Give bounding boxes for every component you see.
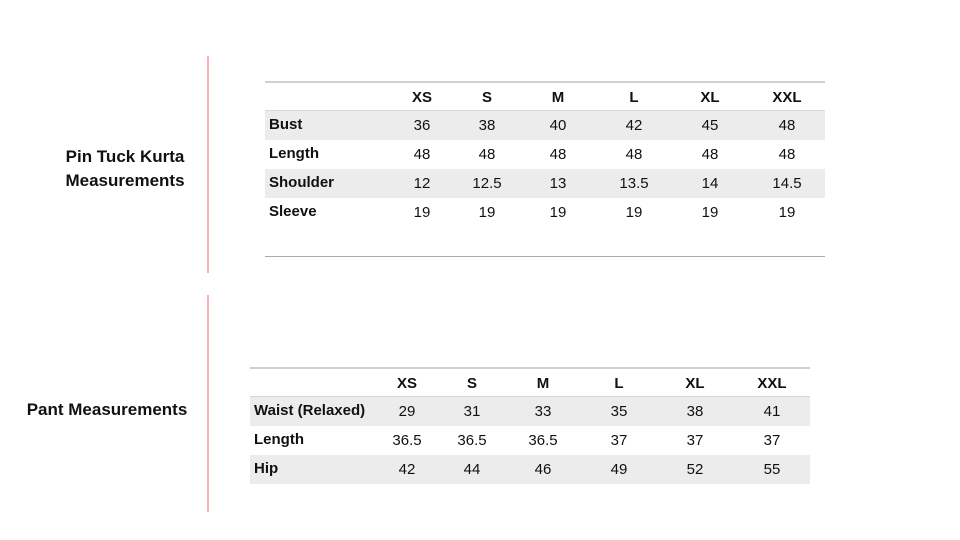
section-divider-top xyxy=(207,56,209,273)
table-cell: 48 xyxy=(549,146,567,163)
kurta-section-title: Pin Tuck Kurta Measurements xyxy=(40,145,210,193)
table-cell: 36.5 xyxy=(457,432,487,449)
table-cell: 36.5 xyxy=(392,432,422,449)
size-header-xl: XL xyxy=(685,375,705,392)
table-cell: 49 xyxy=(610,461,628,478)
table-cell: 33 xyxy=(534,403,552,420)
row-label: Sleeve xyxy=(269,203,317,220)
table-cell: 19 xyxy=(625,204,643,221)
table-cell: 48 xyxy=(413,146,431,163)
table-cell: 36.5 xyxy=(528,432,558,449)
table-cell: 37 xyxy=(763,432,781,449)
table-cell: 48 xyxy=(778,117,796,134)
kurta-title-line1: Pin Tuck Kurta xyxy=(65,147,185,166)
table-row: Sleeve 19 19 19 19 19 19 xyxy=(265,198,825,227)
row-label: Bust xyxy=(269,116,303,133)
section-divider-bottom xyxy=(207,295,209,512)
size-header-m: M xyxy=(536,375,550,392)
pant-section-title: Pant Measurements xyxy=(26,400,188,419)
size-header-xxl: XXL xyxy=(772,89,802,106)
table-cell: 40 xyxy=(549,117,567,134)
table-cell: 38 xyxy=(478,117,496,134)
table-cell: 29 xyxy=(398,403,416,420)
table-bottom-rule xyxy=(265,256,825,257)
table-cell: 19 xyxy=(701,204,719,221)
size-header-xs: XS xyxy=(411,89,433,106)
table-cell: 13 xyxy=(549,175,567,192)
size-header-l: L xyxy=(629,89,639,106)
row-label: Shoulder xyxy=(269,174,335,191)
table-cell: 35 xyxy=(610,403,628,420)
row-label: Length xyxy=(254,431,304,448)
pant-size-table: XS S M L XL XXL Waist (Relaxed) 29 31 33 35 38 41 Len… xyxy=(250,367,810,487)
table-cell: 36 xyxy=(413,117,431,134)
header-row: XS S M L XL XXL xyxy=(265,83,825,112)
table-cell: 14.5 xyxy=(772,175,802,192)
table-cell: 19 xyxy=(478,204,496,221)
table-cell: 12 xyxy=(413,175,431,192)
table-cell: 13.5 xyxy=(619,175,649,192)
table-cell: 41 xyxy=(763,403,781,420)
table-cell: 46 xyxy=(534,461,552,478)
table-cell: 19 xyxy=(778,204,796,221)
size-header-xl: XL xyxy=(700,89,720,106)
table-cell: 48 xyxy=(701,146,719,163)
row-label: Waist (Relaxed) xyxy=(254,402,366,419)
table-cell: 52 xyxy=(686,461,704,478)
table-row: Shoulder 12 12.5 13 13.5 14 14.5 xyxy=(265,169,825,198)
table-cell: 48 xyxy=(478,146,496,163)
table-cell: 45 xyxy=(701,117,719,134)
size-header-l: L xyxy=(614,375,624,392)
size-header-xs: XS xyxy=(396,375,418,392)
table-top-rule xyxy=(250,367,810,369)
size-header-s: S xyxy=(481,89,493,106)
table-row: Waist (Relaxed) 29 31 33 35 38 41 xyxy=(250,397,810,426)
kurta-title-line2: Measurements xyxy=(65,171,185,190)
table-row: Bust 36 38 40 42 45 48 xyxy=(265,111,825,140)
table-row: Length 36.5 36.5 36.5 37 37 37 xyxy=(250,426,810,455)
header-row: XS S M L XL XXL xyxy=(250,369,810,398)
table-cell: 38 xyxy=(686,403,704,420)
size-header-xxl: XXL xyxy=(757,375,787,392)
size-header-s: S xyxy=(466,375,478,392)
table-cell: 37 xyxy=(610,432,628,449)
table-cell: 37 xyxy=(686,432,704,449)
table-top-rule xyxy=(265,81,825,83)
kurta-size-table: XS S M L XL XXL Bust 36 38 40 42 45 48 Length 48 48 48 48… xyxy=(265,81,825,261)
table-row: Length 48 48 48 48 48 48 xyxy=(265,140,825,169)
row-label: Hip xyxy=(254,460,279,477)
row-label: Length xyxy=(269,145,319,162)
table-cell: 19 xyxy=(413,204,431,221)
table-cell: 42 xyxy=(625,117,643,134)
table-cell: 31 xyxy=(463,403,481,420)
table-cell: 19 xyxy=(549,204,567,221)
table-row: Hip 42 44 46 49 52 55 xyxy=(250,455,810,484)
table-cell: 42 xyxy=(398,461,416,478)
size-header-m: M xyxy=(551,89,565,106)
table-cell: 12.5 xyxy=(472,175,502,192)
table-cell: 48 xyxy=(625,146,643,163)
table-cell: 48 xyxy=(778,146,796,163)
table-cell: 55 xyxy=(763,461,781,478)
table-cell: 14 xyxy=(701,175,719,192)
table-cell: 44 xyxy=(463,461,481,478)
